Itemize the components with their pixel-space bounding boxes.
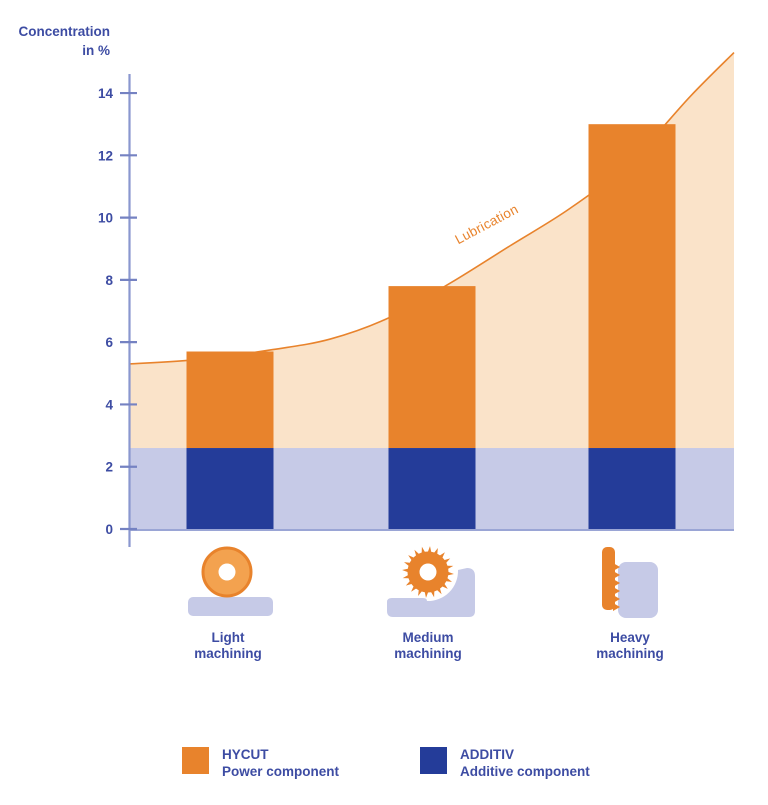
category-label-heavy-line1: Heavy	[610, 630, 650, 645]
y-tick-label-2: 2	[105, 460, 113, 475]
legend-text-additiv: ADDITIV Additive component	[460, 747, 590, 780]
y-tick-label-0: 0	[105, 522, 113, 537]
bar-medium-additive	[388, 448, 476, 529]
bar-light-additive	[186, 448, 274, 529]
y-tick-label-8: 8	[105, 273, 113, 288]
y-tick-label-6: 6	[105, 335, 113, 350]
legend-title-hycut: HYCUT	[222, 747, 269, 762]
grinding-wheel-hole	[218, 563, 236, 581]
legend-item-additiv: ADDITIV Additive component	[420, 747, 590, 780]
category-label-light-line2: machining	[194, 646, 262, 661]
broach-tool-icon	[602, 547, 615, 610]
saw-blade-hole	[419, 563, 437, 581]
y-tick-label-10: 10	[98, 211, 113, 226]
category-label-heavy-line2: machining	[596, 646, 664, 661]
y-axis-title-line2: in %	[82, 43, 110, 58]
y-tick-label-14: 14	[98, 86, 114, 101]
y-tick-label-12: 12	[98, 148, 113, 163]
legend-title-additiv: ADDITIV	[460, 747, 514, 762]
bar-heavy-additive	[588, 448, 676, 529]
legend-swatch-hycut	[182, 747, 209, 774]
broach-teeth-icon	[613, 563, 620, 611]
heavy-machining-icon	[602, 547, 658, 618]
legend-subtitle-additiv: Additive component	[460, 763, 590, 779]
y-axis-title: Concentration in %	[18, 22, 110, 60]
category-label-medium: Medium machining	[368, 630, 488, 662]
bar-medium-power	[388, 286, 476, 449]
bar-light-power	[186, 351, 274, 449]
category-label-medium-line1: Medium	[402, 630, 454, 645]
bar-heavy-power	[588, 124, 676, 449]
workpiece-step-icon	[387, 568, 475, 617]
legend-swatch-additiv	[420, 747, 447, 774]
legend-subtitle-hycut: Power component	[222, 763, 340, 779]
legend-text-hycut: HYCUT Power component	[222, 747, 339, 780]
y-tick-label-4: 4	[105, 397, 113, 412]
y-axis-title-line1: Concentration	[18, 24, 110, 39]
medium-machining-icon	[387, 546, 475, 617]
category-label-heavy: Heavy machining	[570, 630, 690, 662]
category-label-light: Light machining	[168, 630, 288, 662]
light-machining-icon	[188, 546, 273, 616]
workpiece-block-icon	[618, 562, 658, 618]
plot-layer: 0 2 4 6 8 10 12 14	[98, 51, 735, 547]
category-label-light-line1: Light	[211, 630, 245, 645]
category-label-medium-line2: machining	[394, 646, 462, 661]
legend-item-hycut: HYCUT Power component	[182, 747, 339, 780]
lubrication-area	[129, 52, 734, 530]
workpiece-flat-icon	[188, 597, 273, 616]
